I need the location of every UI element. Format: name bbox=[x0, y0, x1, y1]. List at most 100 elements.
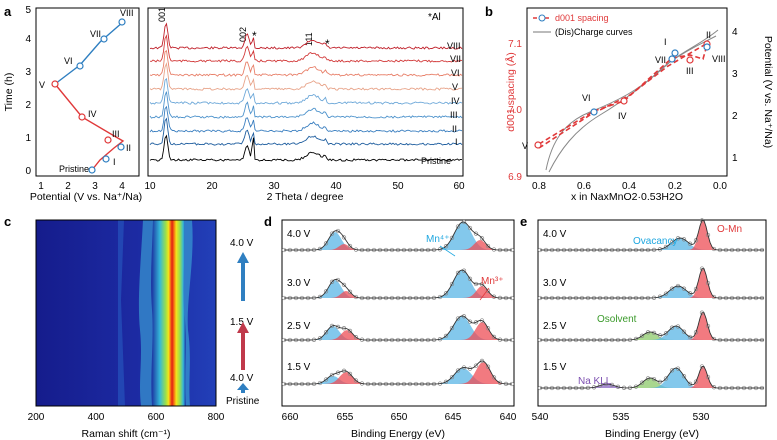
tick: 650 bbox=[391, 412, 408, 423]
xps-data-point bbox=[497, 380, 503, 385]
annotation-na-kll: Na KLL bbox=[578, 376, 612, 387]
curve-label: VII bbox=[450, 54, 461, 64]
tick: 2 bbox=[25, 100, 31, 111]
xps-data-point bbox=[329, 279, 335, 284]
label-vi: VI bbox=[64, 56, 73, 66]
x-axis-label-potential: Potential (V vs. Na⁺/Na) bbox=[30, 191, 142, 203]
xps-data-point bbox=[705, 374, 711, 380]
tick: 10 bbox=[144, 181, 156, 192]
label-ii: II bbox=[126, 143, 131, 153]
xps-data-point bbox=[443, 379, 449, 384]
tick: 3 bbox=[25, 67, 31, 78]
xps-data-point bbox=[449, 325, 455, 331]
xps-data-point bbox=[693, 330, 699, 335]
label-v: V bbox=[39, 80, 45, 90]
panel-label-c: c bbox=[4, 214, 11, 229]
xps-component bbox=[540, 366, 764, 388]
xps-component bbox=[284, 368, 512, 384]
xps-data-point bbox=[711, 246, 717, 252]
xps-envelope bbox=[284, 315, 512, 341]
tick: 640 bbox=[500, 412, 517, 423]
x-ticks-a-left: 1 2 3 4 bbox=[38, 181, 125, 192]
annotation-mn4: Mn⁴⁺ bbox=[426, 234, 449, 245]
tick: 0.0 bbox=[713, 181, 727, 192]
d001-point-labels: V VI IV VII I III II VIII bbox=[522, 30, 726, 151]
legend-d001-text: d001 spacing bbox=[555, 13, 609, 23]
tick: 1 bbox=[25, 133, 31, 144]
xps-data-point bbox=[651, 376, 657, 382]
point-b-vii bbox=[668, 55, 676, 63]
curve-label: IV bbox=[451, 96, 460, 106]
potential-curve bbox=[545, 29, 719, 171]
tick: 535 bbox=[613, 412, 630, 423]
point-b-viii bbox=[703, 43, 711, 51]
voltage-label: 4.0 V bbox=[287, 229, 311, 240]
xps-d-curves bbox=[281, 219, 515, 387]
xps-envelope bbox=[540, 312, 764, 341]
xps-component bbox=[284, 244, 512, 250]
panel-a: a Time (h) Potential (V vs. Na⁺/Na) 1 2 … bbox=[3, 4, 465, 203]
label-vii: VII bbox=[90, 29, 101, 39]
xps-data-point bbox=[353, 335, 359, 340]
xps-data-point bbox=[455, 224, 461, 229]
label-i: I bbox=[113, 157, 116, 167]
d001-dashed-2 bbox=[538, 43, 707, 149]
xps-data-point bbox=[473, 363, 479, 368]
xps-data-point bbox=[693, 286, 699, 292]
tick: 60 bbox=[453, 181, 465, 192]
xps-component bbox=[284, 362, 512, 384]
panel-c: c Raman shift (cm⁻¹) 200 400 600 800 4.0… bbox=[4, 214, 260, 440]
y2-ticks-b: 1 2 3 4 bbox=[732, 27, 738, 164]
arrow-up-small-icon bbox=[237, 383, 249, 393]
x-ticks-c: 200 400 600 800 bbox=[28, 412, 225, 423]
tick: 5 bbox=[25, 5, 31, 16]
xps-data-point bbox=[663, 244, 669, 250]
peak-001: 001 bbox=[157, 7, 167, 22]
tick: 540 bbox=[532, 412, 549, 423]
annotation-mn3: Mn³⁺ bbox=[481, 276, 504, 287]
xps-component bbox=[540, 378, 764, 388]
raman-main-band bbox=[151, 220, 186, 406]
xps-data-point bbox=[443, 333, 449, 339]
xps-data-point bbox=[479, 358, 485, 364]
xps-data-point bbox=[491, 375, 497, 380]
label-b: VII bbox=[655, 55, 666, 65]
xps-data-point bbox=[657, 294, 663, 299]
label-b: VI bbox=[582, 93, 591, 103]
plot-frame-a-left bbox=[35, 7, 140, 177]
xps-data-point bbox=[687, 381, 693, 386]
xps-data-point bbox=[317, 336, 323, 341]
plot-frame-b bbox=[526, 7, 728, 177]
xrd-curve bbox=[149, 91, 463, 119]
tick: 50 bbox=[392, 181, 404, 192]
xps-component bbox=[284, 270, 512, 298]
xps-data-point bbox=[467, 276, 473, 281]
raman-faint-band bbox=[118, 220, 125, 406]
point-b-vi bbox=[590, 108, 598, 116]
xrd-curve bbox=[149, 62, 463, 91]
xps-data-point bbox=[335, 324, 341, 330]
xps-data-point bbox=[449, 374, 455, 380]
xps-component bbox=[284, 322, 512, 340]
xps-component bbox=[284, 222, 512, 250]
plot-frame-e bbox=[537, 219, 767, 407]
xps-data-point bbox=[329, 372, 335, 378]
xps-data-point bbox=[323, 289, 329, 294]
voltage-label: 4.0 V bbox=[230, 238, 254, 249]
xps-envelope bbox=[284, 360, 512, 385]
xps-data-point bbox=[329, 231, 335, 236]
x-axis-label-x: x in NaxMnO2·0.53H2O bbox=[571, 191, 683, 203]
tick: 30 bbox=[268, 181, 280, 192]
peak-al-1: * bbox=[252, 29, 257, 43]
y-ticks-b: 6.9 7.0 7.1 bbox=[508, 39, 522, 183]
xps-envelope bbox=[284, 221, 512, 251]
point-b-i bbox=[671, 49, 679, 57]
point-b-iii bbox=[686, 56, 694, 64]
tick: 530 bbox=[693, 412, 710, 423]
annotation-mn3-line bbox=[479, 287, 490, 301]
tick: 655 bbox=[337, 412, 354, 423]
xps-data-point bbox=[353, 294, 359, 300]
plot-frame-d bbox=[281, 219, 515, 407]
peak-al-2: * bbox=[325, 37, 330, 51]
y-axis-label-time: Time (h) bbox=[3, 73, 15, 112]
